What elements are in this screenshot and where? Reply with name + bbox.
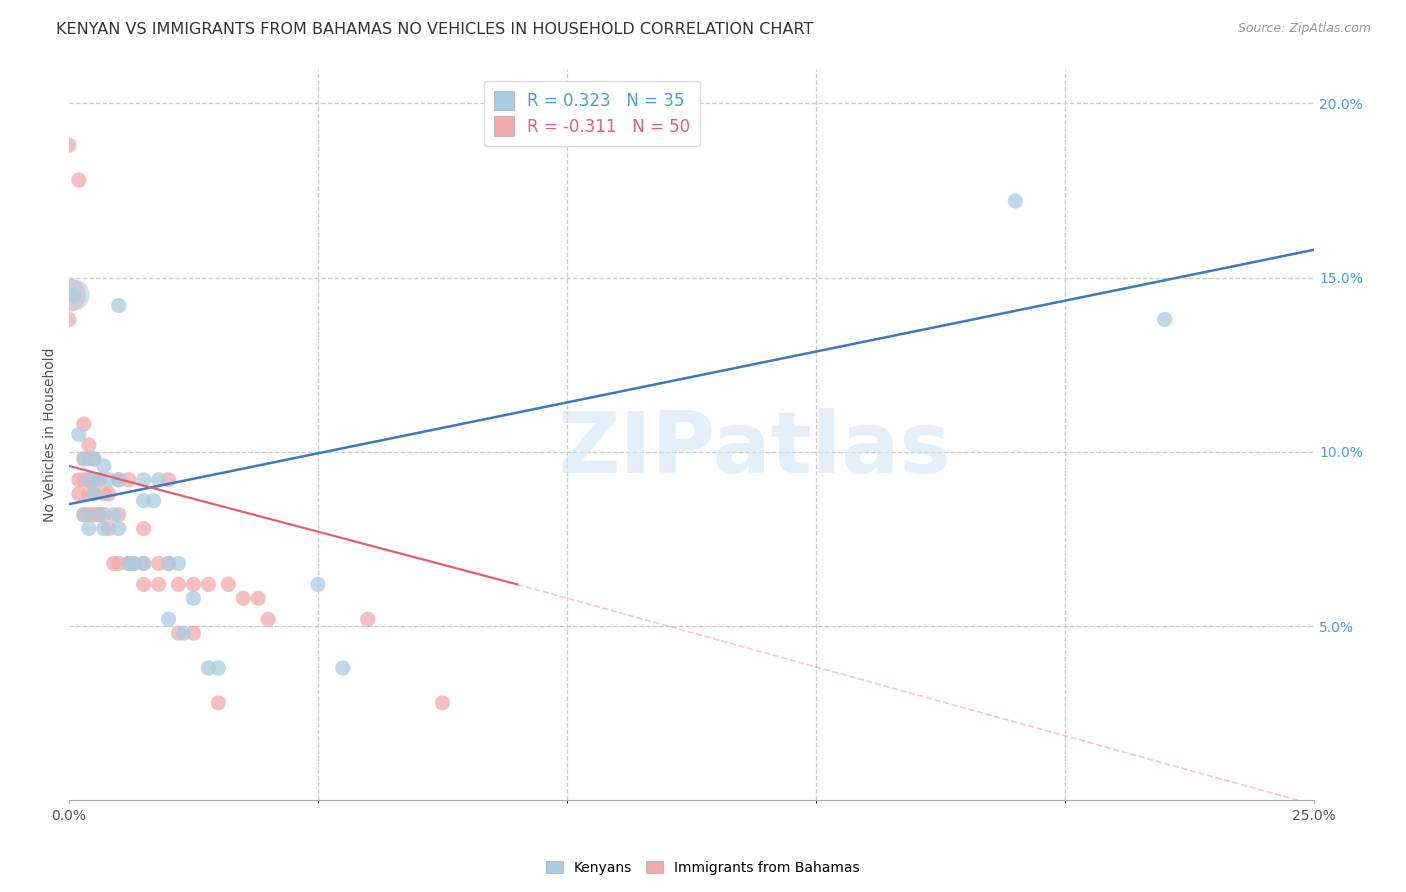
- Point: [67, 487, 90, 501]
- Point: [132, 473, 155, 487]
- Point: [132, 557, 155, 571]
- Point: [217, 577, 239, 591]
- Point: [73, 508, 96, 522]
- Point: [107, 473, 129, 487]
- Text: ZIPatlas: ZIPatlas: [557, 408, 950, 491]
- Point: [157, 612, 180, 626]
- Point: [207, 661, 229, 675]
- Point: [357, 612, 380, 626]
- Point: [77, 438, 100, 452]
- Point: [67, 473, 90, 487]
- Point: [77, 473, 100, 487]
- Point: [63, 288, 86, 302]
- Point: [77, 451, 100, 466]
- Point: [107, 557, 129, 571]
- Point: [132, 557, 155, 571]
- Y-axis label: No Vehicles in Household: No Vehicles in Household: [44, 347, 58, 522]
- Point: [87, 508, 110, 522]
- Point: [77, 508, 100, 522]
- Point: [87, 473, 110, 487]
- Point: [232, 591, 254, 606]
- Point: [132, 522, 155, 536]
- Point: [148, 473, 170, 487]
- Point: [107, 522, 129, 536]
- Point: [157, 557, 180, 571]
- Point: [107, 473, 129, 487]
- Point: [77, 473, 100, 487]
- Point: [97, 473, 120, 487]
- Point: [307, 577, 329, 591]
- Point: [197, 577, 219, 591]
- Point: [67, 173, 90, 187]
- Point: [183, 591, 205, 606]
- Point: [103, 508, 125, 522]
- Point: [173, 626, 195, 640]
- Point: [83, 451, 105, 466]
- Point: [332, 661, 354, 675]
- Point: [73, 508, 96, 522]
- Point: [132, 493, 155, 508]
- Legend: R = 0.323   N = 35, R = -0.311   N = 50: R = 0.323 N = 35, R = -0.311 N = 50: [484, 80, 700, 145]
- Point: [93, 487, 115, 501]
- Point: [73, 451, 96, 466]
- Point: [73, 451, 96, 466]
- Point: [148, 557, 170, 571]
- Point: [83, 451, 105, 466]
- Point: [118, 473, 141, 487]
- Point: [83, 487, 105, 501]
- Point: [93, 458, 115, 473]
- Point: [97, 522, 120, 536]
- Point: [432, 696, 454, 710]
- Legend: Kenyans, Immigrants from Bahamas: Kenyans, Immigrants from Bahamas: [541, 855, 865, 880]
- Point: [58, 288, 80, 302]
- Point: [132, 577, 155, 591]
- Point: [183, 626, 205, 640]
- Text: KENYAN VS IMMIGRANTS FROM BAHAMAS NO VEHICLES IN HOUSEHOLD CORRELATION CHART: KENYAN VS IMMIGRANTS FROM BAHAMAS NO VEH…: [56, 22, 814, 37]
- Point: [167, 626, 190, 640]
- Point: [107, 299, 129, 313]
- Point: [87, 473, 110, 487]
- Point: [58, 138, 80, 153]
- Point: [183, 577, 205, 591]
- Point: [93, 508, 115, 522]
- Point: [107, 508, 129, 522]
- Point: [247, 591, 270, 606]
- Point: [207, 696, 229, 710]
- Point: [122, 557, 145, 571]
- Point: [148, 577, 170, 591]
- Point: [118, 557, 141, 571]
- Point: [77, 487, 100, 501]
- Point: [63, 288, 86, 302]
- Point: [83, 487, 105, 501]
- Text: Source: ZipAtlas.com: Source: ZipAtlas.com: [1237, 22, 1371, 36]
- Point: [1004, 194, 1026, 208]
- Point: [197, 661, 219, 675]
- Point: [67, 427, 90, 442]
- Point: [1153, 312, 1175, 326]
- Point: [103, 557, 125, 571]
- Point: [73, 417, 96, 431]
- Point: [97, 487, 120, 501]
- Point: [58, 312, 80, 326]
- Point: [122, 557, 145, 571]
- Point: [167, 577, 190, 591]
- Point: [142, 493, 165, 508]
- Point: [73, 473, 96, 487]
- Point: [87, 508, 110, 522]
- Point: [118, 557, 141, 571]
- Point: [83, 473, 105, 487]
- Point: [83, 508, 105, 522]
- Point: [157, 473, 180, 487]
- Point: [157, 557, 180, 571]
- Point: [93, 522, 115, 536]
- Point: [257, 612, 280, 626]
- Point: [77, 522, 100, 536]
- Point: [167, 557, 190, 571]
